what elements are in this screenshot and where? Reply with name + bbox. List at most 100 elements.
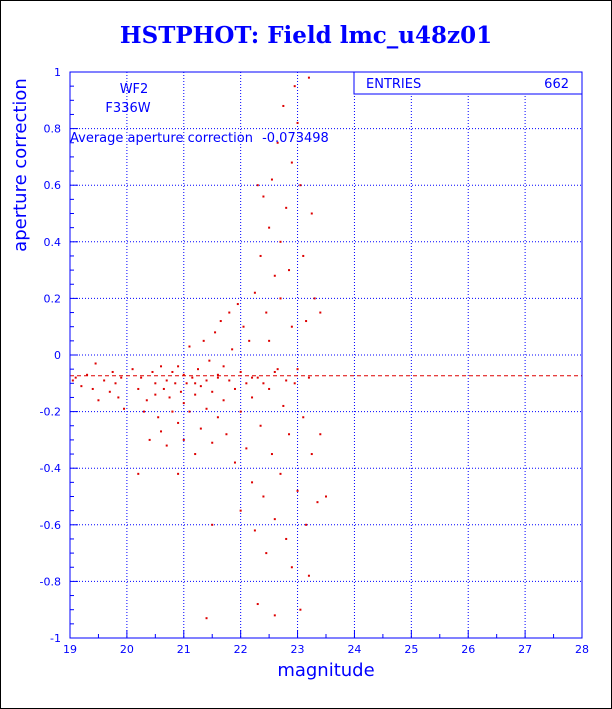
data-point — [325, 495, 327, 498]
data-point — [299, 184, 302, 187]
data-point — [270, 178, 273, 181]
data-point — [251, 481, 254, 484]
data-point — [202, 339, 205, 342]
data-point — [157, 416, 160, 419]
y-axis-label: aperture correction — [10, 78, 31, 252]
data-point — [233, 461, 236, 464]
grid-lines — [69, 71, 583, 639]
x-tick-label: 24 — [347, 643, 361, 656]
data-point — [319, 433, 322, 436]
data-point — [296, 121, 299, 124]
data-point — [288, 433, 291, 436]
data-point — [256, 184, 259, 187]
data-point — [259, 254, 262, 257]
data-point — [228, 379, 231, 382]
x-tick-label: 23 — [291, 643, 305, 656]
data-point — [262, 495, 265, 498]
data-point — [225, 433, 228, 436]
data-point — [239, 410, 242, 413]
data-point — [228, 311, 231, 314]
y-tick-label: 0.6 — [44, 179, 62, 192]
data-point — [177, 365, 180, 368]
average-value: -0.073498 — [262, 131, 329, 146]
data-point — [165, 379, 168, 382]
data-point — [239, 509, 242, 512]
data-point — [233, 387, 236, 390]
data-points — [71, 76, 327, 620]
data-point — [316, 501, 319, 504]
data-point — [285, 379, 288, 382]
data-point — [117, 396, 120, 399]
data-point — [174, 382, 177, 385]
data-point — [299, 608, 302, 611]
y-tick-label: -0.2 — [40, 406, 61, 419]
data-point — [219, 320, 222, 323]
data-point — [140, 376, 143, 379]
data-point — [310, 212, 313, 215]
data-point — [151, 370, 154, 373]
data-point — [154, 382, 157, 385]
data-point — [251, 396, 254, 399]
data-point — [279, 240, 282, 243]
data-point — [205, 379, 208, 382]
data-point — [214, 331, 217, 334]
x-tick-label: 28 — [575, 643, 589, 656]
data-point — [222, 399, 225, 402]
y-tick-label: -0.8 — [40, 575, 61, 588]
x-tick-label: 22 — [234, 643, 248, 656]
data-point — [171, 370, 174, 373]
data-point — [211, 390, 214, 393]
y-tick-labels: 1 0.8 0.6 0.4 0.2 0 -0.2 -0.4 -0.6 -0.8 -1 — [40, 66, 61, 645]
data-point — [251, 376, 254, 379]
data-point — [262, 382, 265, 385]
data-point — [154, 393, 157, 396]
data-point — [185, 382, 188, 385]
data-point — [265, 552, 268, 555]
data-point — [137, 472, 140, 475]
data-point — [199, 427, 202, 430]
data-point — [248, 339, 251, 342]
data-point — [197, 368, 199, 371]
data-point — [305, 320, 308, 323]
data-point — [216, 416, 219, 419]
plot-border — [69, 71, 583, 639]
data-point — [168, 396, 171, 399]
data-point — [216, 373, 219, 376]
data-point — [182, 373, 185, 376]
data-point — [293, 382, 296, 385]
data-point — [131, 368, 134, 371]
x-tick-label: 27 — [518, 643, 532, 656]
data-point — [148, 438, 151, 441]
data-point — [282, 404, 285, 407]
data-point — [293, 85, 296, 88]
data-point — [313, 297, 316, 300]
data-point — [114, 382, 117, 385]
data-point — [71, 379, 74, 382]
data-point — [205, 617, 208, 620]
average-correction-label: Average aperture correction -0.073498 — [70, 131, 329, 146]
data-point — [123, 407, 126, 410]
data-point — [302, 254, 305, 257]
data-point — [282, 104, 285, 107]
data-point — [307, 574, 310, 577]
data-point — [94, 362, 97, 365]
data-point — [222, 365, 225, 368]
data-point — [74, 376, 77, 379]
x-tick-label: 21 — [177, 643, 191, 656]
data-point — [188, 410, 191, 413]
data-point — [239, 370, 242, 373]
data-point — [268, 339, 271, 342]
x-axis-label: magnitude — [277, 660, 374, 681]
data-point — [160, 430, 163, 433]
data-point — [276, 368, 279, 371]
data-point — [182, 402, 185, 405]
data-point — [319, 311, 322, 314]
average-label: Average aperture correction — [70, 131, 253, 146]
data-point — [285, 537, 288, 540]
data-point — [290, 325, 293, 328]
data-point — [171, 410, 174, 413]
data-point — [205, 407, 208, 410]
data-point — [253, 529, 256, 532]
data-point — [111, 370, 114, 373]
data-point — [162, 387, 165, 390]
